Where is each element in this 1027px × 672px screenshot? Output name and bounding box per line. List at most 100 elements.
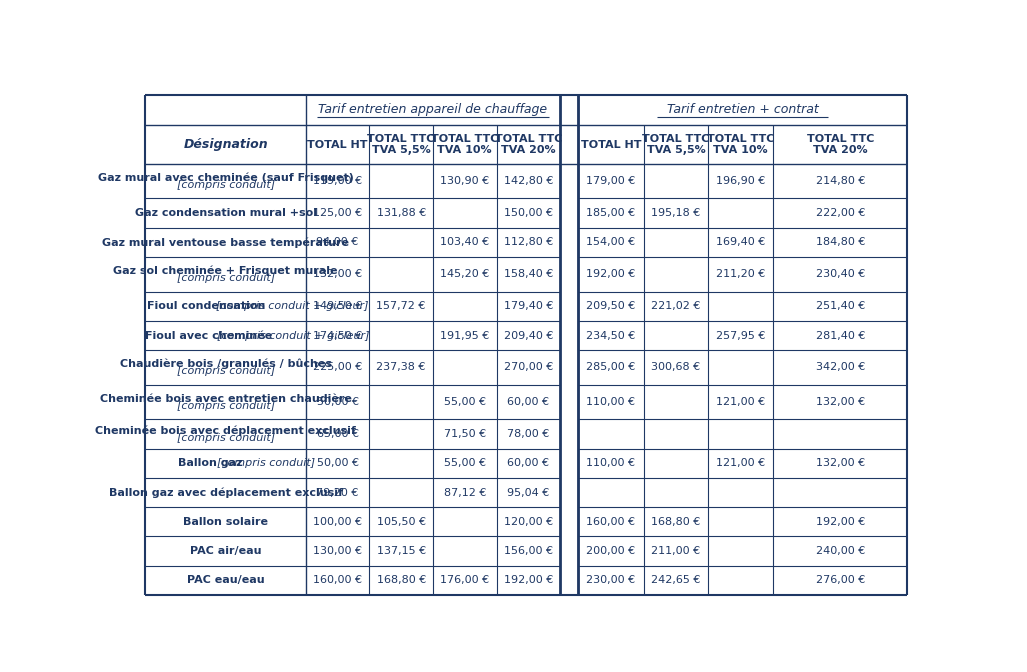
Text: 149,50 €: 149,50 €	[313, 301, 363, 311]
Text: 55,00 €: 55,00 €	[444, 458, 486, 468]
Text: 221,02 €: 221,02 €	[651, 301, 700, 311]
Text: 79,20 €: 79,20 €	[316, 488, 358, 497]
Text: Chaudière bois /granulés / bûches: Chaudière bois /granulés / bûches	[119, 359, 332, 369]
Text: 242,65 €: 242,65 €	[651, 575, 700, 585]
Text: Gaz sol cheminée + Frisquet murale: Gaz sol cheminée + Frisquet murale	[113, 265, 338, 276]
Text: 234,50 €: 234,50 €	[586, 331, 636, 341]
Text: 160,00 €: 160,00 €	[313, 575, 363, 585]
Text: 174,50 €: 174,50 €	[313, 331, 363, 341]
Text: 137,15 €: 137,15 €	[377, 546, 426, 556]
Text: 196,90 €: 196,90 €	[716, 176, 765, 186]
Text: Tarif entretien appareil de chauffage: Tarif entretien appareil de chauffage	[318, 103, 547, 116]
Text: 300,68 €: 300,68 €	[651, 362, 700, 372]
Text: 240,00 €: 240,00 €	[815, 546, 865, 556]
Text: 103,40 €: 103,40 €	[441, 237, 489, 247]
Text: 179,40 €: 179,40 €	[503, 301, 553, 311]
Text: 168,80 €: 168,80 €	[377, 575, 426, 585]
Text: [compris conduit + gicleur]: [compris conduit + gicleur]	[216, 301, 368, 311]
Text: 71,50 €: 71,50 €	[444, 429, 486, 439]
Text: 156,00 €: 156,00 €	[504, 546, 553, 556]
Text: 150,00 €: 150,00 €	[504, 208, 553, 218]
Text: TOTAL TTC
TVA 5,5%: TOTAL TTC TVA 5,5%	[368, 134, 434, 155]
Text: TOTAL HT: TOTAL HT	[307, 140, 368, 150]
Text: TOTAL TTC
TVA 10%: TOTAL TTC TVA 10%	[431, 134, 498, 155]
Text: Fioul avec cheminée: Fioul avec cheminée	[145, 331, 272, 341]
Text: 214,80 €: 214,80 €	[815, 176, 865, 186]
Text: TOTAL TTC
TVA 20%: TOTAL TTC TVA 20%	[806, 134, 874, 155]
Text: 192,00 €: 192,00 €	[503, 575, 553, 585]
Text: 225,00 €: 225,00 €	[313, 362, 363, 372]
Text: Désignation: Désignation	[184, 138, 268, 151]
Text: 130,90 €: 130,90 €	[441, 176, 489, 186]
Text: Cheminée bois avec déplacement exclusif: Cheminée bois avec déplacement exclusif	[96, 425, 356, 436]
Text: 209,40 €: 209,40 €	[503, 331, 553, 341]
Text: 100,00 €: 100,00 €	[313, 517, 363, 527]
Text: 184,80 €: 184,80 €	[815, 237, 865, 247]
Text: Fioul condensation: Fioul condensation	[147, 301, 265, 311]
Text: 110,00 €: 110,00 €	[586, 397, 636, 407]
Text: 222,00 €: 222,00 €	[815, 208, 865, 218]
Text: 195,18 €: 195,18 €	[651, 208, 700, 218]
Text: Ballon gaz avec déplacement exclusif: Ballon gaz avec déplacement exclusif	[109, 487, 343, 498]
Text: 230,40 €: 230,40 €	[815, 269, 865, 280]
Text: 120,00 €: 120,00 €	[503, 517, 553, 527]
Text: 60,00 €: 60,00 €	[507, 397, 549, 407]
Text: 237,38 €: 237,38 €	[377, 362, 426, 372]
Text: 185,00 €: 185,00 €	[586, 208, 636, 218]
Text: Cheminée bois avec entretien chaudière: Cheminée bois avec entretien chaudière	[100, 394, 351, 404]
Text: Gaz condensation mural +sol: Gaz condensation mural +sol	[135, 208, 316, 218]
Text: 251,40 €: 251,40 €	[815, 301, 865, 311]
Text: 169,40 €: 169,40 €	[716, 237, 765, 247]
Text: 192,00 €: 192,00 €	[586, 269, 636, 280]
Text: 285,00 €: 285,00 €	[586, 362, 636, 372]
Text: 78,00 €: 78,00 €	[507, 429, 549, 439]
Text: 211,20 €: 211,20 €	[716, 269, 765, 280]
Text: PAC air/eau: PAC air/eau	[190, 546, 262, 556]
Text: 145,20 €: 145,20 €	[441, 269, 489, 280]
Text: 276,00 €: 276,00 €	[815, 575, 865, 585]
Text: 342,00 €: 342,00 €	[815, 362, 865, 372]
Text: 50,00 €: 50,00 €	[316, 458, 358, 468]
Text: 94,00 €: 94,00 €	[316, 237, 358, 247]
Text: 179,00 €: 179,00 €	[586, 176, 636, 186]
Text: [compris conduit]: [compris conduit]	[217, 458, 315, 468]
Text: 112,80 €: 112,80 €	[503, 237, 553, 247]
Text: 65,00 €: 65,00 €	[316, 429, 358, 439]
Text: 130,00 €: 130,00 €	[313, 546, 363, 556]
Text: 132,00 €: 132,00 €	[815, 397, 865, 407]
Text: PAC eau/eau: PAC eau/eau	[187, 575, 264, 585]
Text: 211,00 €: 211,00 €	[651, 546, 700, 556]
Text: [compris conduit]: [compris conduit]	[177, 273, 274, 283]
Text: 121,00 €: 121,00 €	[716, 397, 765, 407]
Text: Ballon gaz: Ballon gaz	[179, 458, 242, 468]
Text: Tarif entretien + contrat: Tarif entretien + contrat	[667, 103, 819, 116]
Text: 191,95 €: 191,95 €	[441, 331, 489, 341]
Text: 160,00 €: 160,00 €	[586, 517, 636, 527]
Text: 157,72 €: 157,72 €	[377, 301, 426, 311]
Text: 125,00 €: 125,00 €	[313, 208, 363, 218]
Text: 119,00 €: 119,00 €	[313, 176, 363, 186]
Text: 50,00 €: 50,00 €	[316, 397, 358, 407]
Text: 110,00 €: 110,00 €	[586, 458, 636, 468]
Text: Gaz mural ventouse basse température: Gaz mural ventouse basse température	[102, 237, 349, 247]
Text: TOTAL TTC
TVA 20%: TOTAL TTC TVA 20%	[495, 134, 562, 155]
Text: 60,00 €: 60,00 €	[507, 458, 549, 468]
Text: 270,00 €: 270,00 €	[503, 362, 553, 372]
Text: 142,80 €: 142,80 €	[503, 176, 553, 186]
Text: 132,00 €: 132,00 €	[313, 269, 363, 280]
Text: [compris conduit]: [compris conduit]	[177, 433, 274, 443]
Text: [compris conduit + gicleur]: [compris conduit + gicleur]	[218, 331, 370, 341]
Text: 176,00 €: 176,00 €	[441, 575, 489, 585]
Text: 132,00 €: 132,00 €	[815, 458, 865, 468]
Text: 168,80 €: 168,80 €	[651, 517, 700, 527]
Text: 200,00 €: 200,00 €	[586, 546, 636, 556]
Text: 154,00 €: 154,00 €	[586, 237, 636, 247]
Text: 281,40 €: 281,40 €	[815, 331, 865, 341]
Text: Ballon solaire: Ballon solaire	[183, 517, 268, 527]
Text: 121,00 €: 121,00 €	[716, 458, 765, 468]
Text: TOTAL TTC
TVA 10%: TOTAL TTC TVA 10%	[707, 134, 774, 155]
Text: 158,40 €: 158,40 €	[503, 269, 553, 280]
Text: [compris conduit]: [compris conduit]	[177, 401, 274, 411]
Text: 55,00 €: 55,00 €	[444, 397, 486, 407]
Text: 131,88 €: 131,88 €	[377, 208, 426, 218]
